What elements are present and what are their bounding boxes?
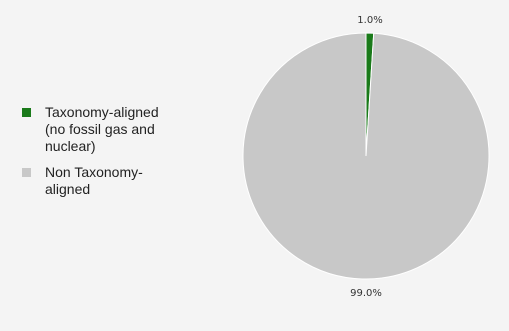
legend-item-non-taxonomy-aligned: Non Taxonomy- aligned — [22, 164, 182, 198]
legend-swatch-taxonomy-aligned — [22, 108, 31, 117]
legend-label-non-taxonomy-aligned: Non Taxonomy- aligned — [45, 164, 143, 197]
data-label-non-taxonomy-aligned: 99.0% — [350, 288, 382, 299]
legend-label-taxonomy-aligned: Taxonomy-aligned (no fossil gas and nucl… — [45, 104, 159, 154]
legend-item-taxonomy-aligned: Taxonomy-aligned (no fossil gas and nucl… — [22, 104, 182, 155]
chart-legend: Taxonomy-aligned (no fossil gas and nucl… — [22, 104, 182, 207]
pie-slice-non-taxonomy-aligned — [242, 32, 490, 280]
legend-swatch-non-taxonomy-aligned — [22, 168, 31, 177]
data-label-taxonomy-aligned: 1.0% — [357, 15, 382, 26]
